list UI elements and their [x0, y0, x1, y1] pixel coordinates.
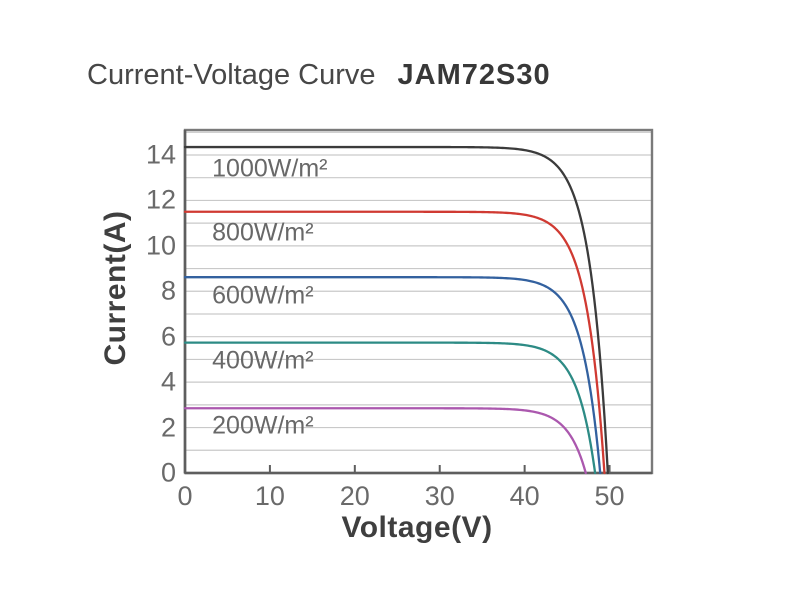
curve-1000wm [183, 145, 609, 475]
x-axis-title: Voltage(V) [341, 511, 493, 544]
curve-400wm [183, 341, 597, 475]
product-model-label: JAM72S30 [397, 59, 551, 91]
curve-200wm [183, 407, 587, 475]
curve-800wm [183, 210, 606, 475]
y-axis-title: Current(A) [99, 210, 132, 366]
curve-600wm [183, 276, 602, 475]
chart-title: Current-Voltage Curve JAM72S30 [87, 58, 551, 92]
plot-frame [183, 128, 654, 475]
chart-title-text: Current-Voltage Curve [87, 59, 376, 91]
